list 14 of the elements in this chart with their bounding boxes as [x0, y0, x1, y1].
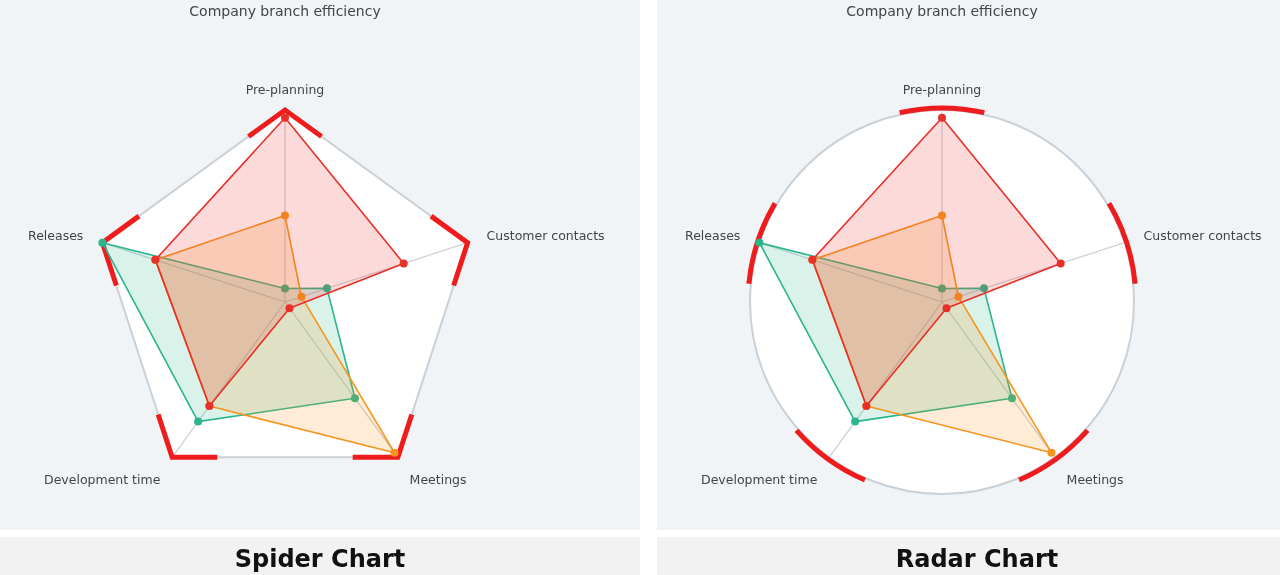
text: Radar Chart [895, 545, 1059, 573]
spoke-label: Meetings [409, 471, 467, 487]
spoke-label: Pre-planning [245, 82, 325, 97]
spoke-label: Customer contacts [1143, 228, 1262, 244]
text: Spider Chart [234, 545, 406, 573]
spoke-label: Development time [701, 471, 818, 487]
chart-title: Company branch efficiency [846, 3, 1038, 19]
spoke-label: Development time [44, 471, 161, 487]
chart-title: Company branch efficiency [189, 3, 381, 19]
spoke-label: Releases [685, 228, 741, 244]
spoke-label: Meetings [1066, 471, 1124, 487]
spoke-label: Pre-planning [902, 82, 982, 97]
spoke-label: Customer contacts [486, 228, 605, 244]
spoke-label: Releases [28, 228, 84, 244]
